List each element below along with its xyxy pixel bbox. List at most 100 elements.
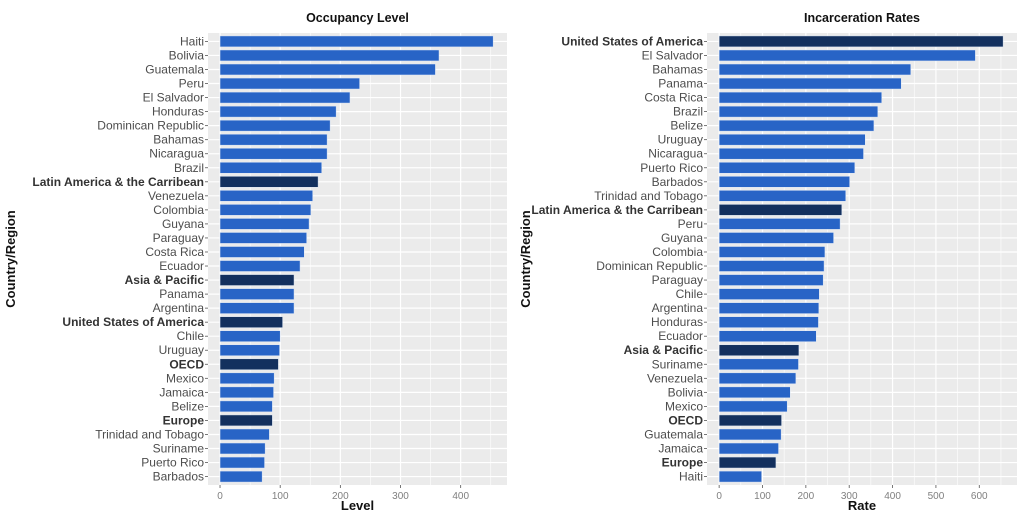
bar xyxy=(219,414,273,427)
y-tick-label: Bahamas xyxy=(153,133,204,147)
y-tick-label: Costa Rica xyxy=(644,91,703,105)
bar xyxy=(718,428,782,441)
y-axis-title: Country/Region xyxy=(518,210,533,308)
x-tick-label: 300 xyxy=(841,491,858,502)
bar xyxy=(219,176,319,188)
y-tick-label: Puerto Rico xyxy=(141,456,204,470)
y-tick-label: OECD xyxy=(668,413,703,427)
y-tick-label: Costa Rica xyxy=(145,245,204,259)
chart-panel-1: 0 100 200 300 400 HaitiBoliviaGuatemalaPeruEl… xyxy=(3,11,507,513)
x-tick-label: 0 xyxy=(217,491,223,502)
chart-panel-2: 0 100 200 300 400 500 600 United States of Amer… xyxy=(518,11,1017,513)
y-tick-label: Dominican Republic xyxy=(97,119,204,133)
y-tick-label: Honduras xyxy=(651,315,703,329)
bar xyxy=(718,456,777,469)
y-tick-label: Brazil xyxy=(174,161,204,175)
y-tick-label: Asia & Pacific xyxy=(624,343,704,357)
y-tick-label: Europe xyxy=(662,456,704,470)
bar xyxy=(718,190,846,202)
bar xyxy=(219,77,360,90)
y-tick-label: Barbados xyxy=(652,175,703,189)
y-tick-label: Suriname xyxy=(153,442,205,456)
x-tick-label: 200 xyxy=(798,491,815,502)
bar xyxy=(219,190,313,202)
bar xyxy=(219,358,279,371)
bar xyxy=(718,63,912,76)
y-tick-label: Honduras xyxy=(152,105,204,119)
bar xyxy=(718,316,819,328)
bar xyxy=(718,91,882,104)
x-tick-label: 500 xyxy=(928,491,945,502)
bar xyxy=(219,105,337,118)
y-tick-label: Ecuador xyxy=(658,329,703,343)
y-tick-label: Guatemala xyxy=(644,427,703,441)
bar xyxy=(718,386,791,399)
y-tick-label: Bolivia xyxy=(668,385,704,399)
bar xyxy=(219,288,295,300)
bar xyxy=(718,246,826,258)
y-tick-label: Belize xyxy=(670,119,703,133)
bar xyxy=(219,246,305,258)
bar xyxy=(718,442,779,455)
bar xyxy=(219,316,283,328)
y-tick-label: Uruguay xyxy=(658,133,703,147)
bar xyxy=(219,330,281,342)
bar xyxy=(718,330,817,342)
y-tick-label: Ecuador xyxy=(159,259,204,273)
bar xyxy=(219,442,266,455)
bar xyxy=(718,260,825,272)
y-tick-label: Peru xyxy=(678,217,703,231)
bar xyxy=(718,400,788,413)
y-tick-label: OECD xyxy=(169,357,204,371)
bar xyxy=(718,372,797,385)
y-tick-label: Mexico xyxy=(665,399,703,413)
y-tick-label: Trinidad and Tobago xyxy=(594,189,703,203)
y-tick-label: Asia & Pacific xyxy=(125,273,205,287)
y-tick-label: Latin America & the Carribean xyxy=(531,203,703,217)
bar xyxy=(219,204,312,216)
bar xyxy=(219,49,440,62)
bar xyxy=(718,204,843,216)
y-tick-label: Chile xyxy=(676,287,704,301)
bar xyxy=(718,344,800,356)
y-tick-label: Paraguay xyxy=(652,273,703,287)
y-tick-label: Haiti xyxy=(180,34,204,48)
y-tick-label: Colombia xyxy=(153,203,204,217)
bar xyxy=(718,77,902,90)
x-tick-label: 600 xyxy=(971,491,988,502)
y-tick-label: Chile xyxy=(177,329,205,343)
bar xyxy=(219,372,275,385)
bar xyxy=(718,162,856,174)
y-tick-label: Mexico xyxy=(166,371,204,385)
y-tick-label: Bolivia xyxy=(169,48,205,62)
x-tick-label: 200 xyxy=(332,491,349,502)
y-tick-label: Puerto Rico xyxy=(640,161,703,175)
bar xyxy=(219,63,436,76)
bar xyxy=(718,274,824,286)
y-tick-label: Bahamas xyxy=(652,62,703,76)
bar xyxy=(219,133,328,146)
bar xyxy=(718,414,782,427)
bar xyxy=(718,35,1004,48)
y-tick-label: Nicaragua xyxy=(648,147,703,161)
bar xyxy=(219,119,331,132)
y-tick-label: Uruguay xyxy=(159,343,204,357)
y-tick-label: Argentina xyxy=(153,301,205,315)
bar xyxy=(219,147,328,160)
x-tick-label: 100 xyxy=(272,491,289,502)
y-tick-label: Panama xyxy=(159,287,204,301)
bar xyxy=(219,218,310,230)
y-tick-label: United States of America xyxy=(561,34,703,48)
y-tick-label: Dominican Republic xyxy=(596,259,703,273)
bar xyxy=(219,386,274,399)
y-tick-label: Argentina xyxy=(652,301,704,315)
bar xyxy=(718,302,820,314)
chart-title: Occupancy Level xyxy=(306,11,409,25)
y-tick-label: Guyana xyxy=(162,217,204,231)
x-axis-title: Rate xyxy=(848,498,876,513)
x-tick-label: 0 xyxy=(716,491,722,502)
bar xyxy=(718,218,841,230)
bar xyxy=(718,105,879,118)
y-tick-label: Jamaica xyxy=(159,385,204,399)
